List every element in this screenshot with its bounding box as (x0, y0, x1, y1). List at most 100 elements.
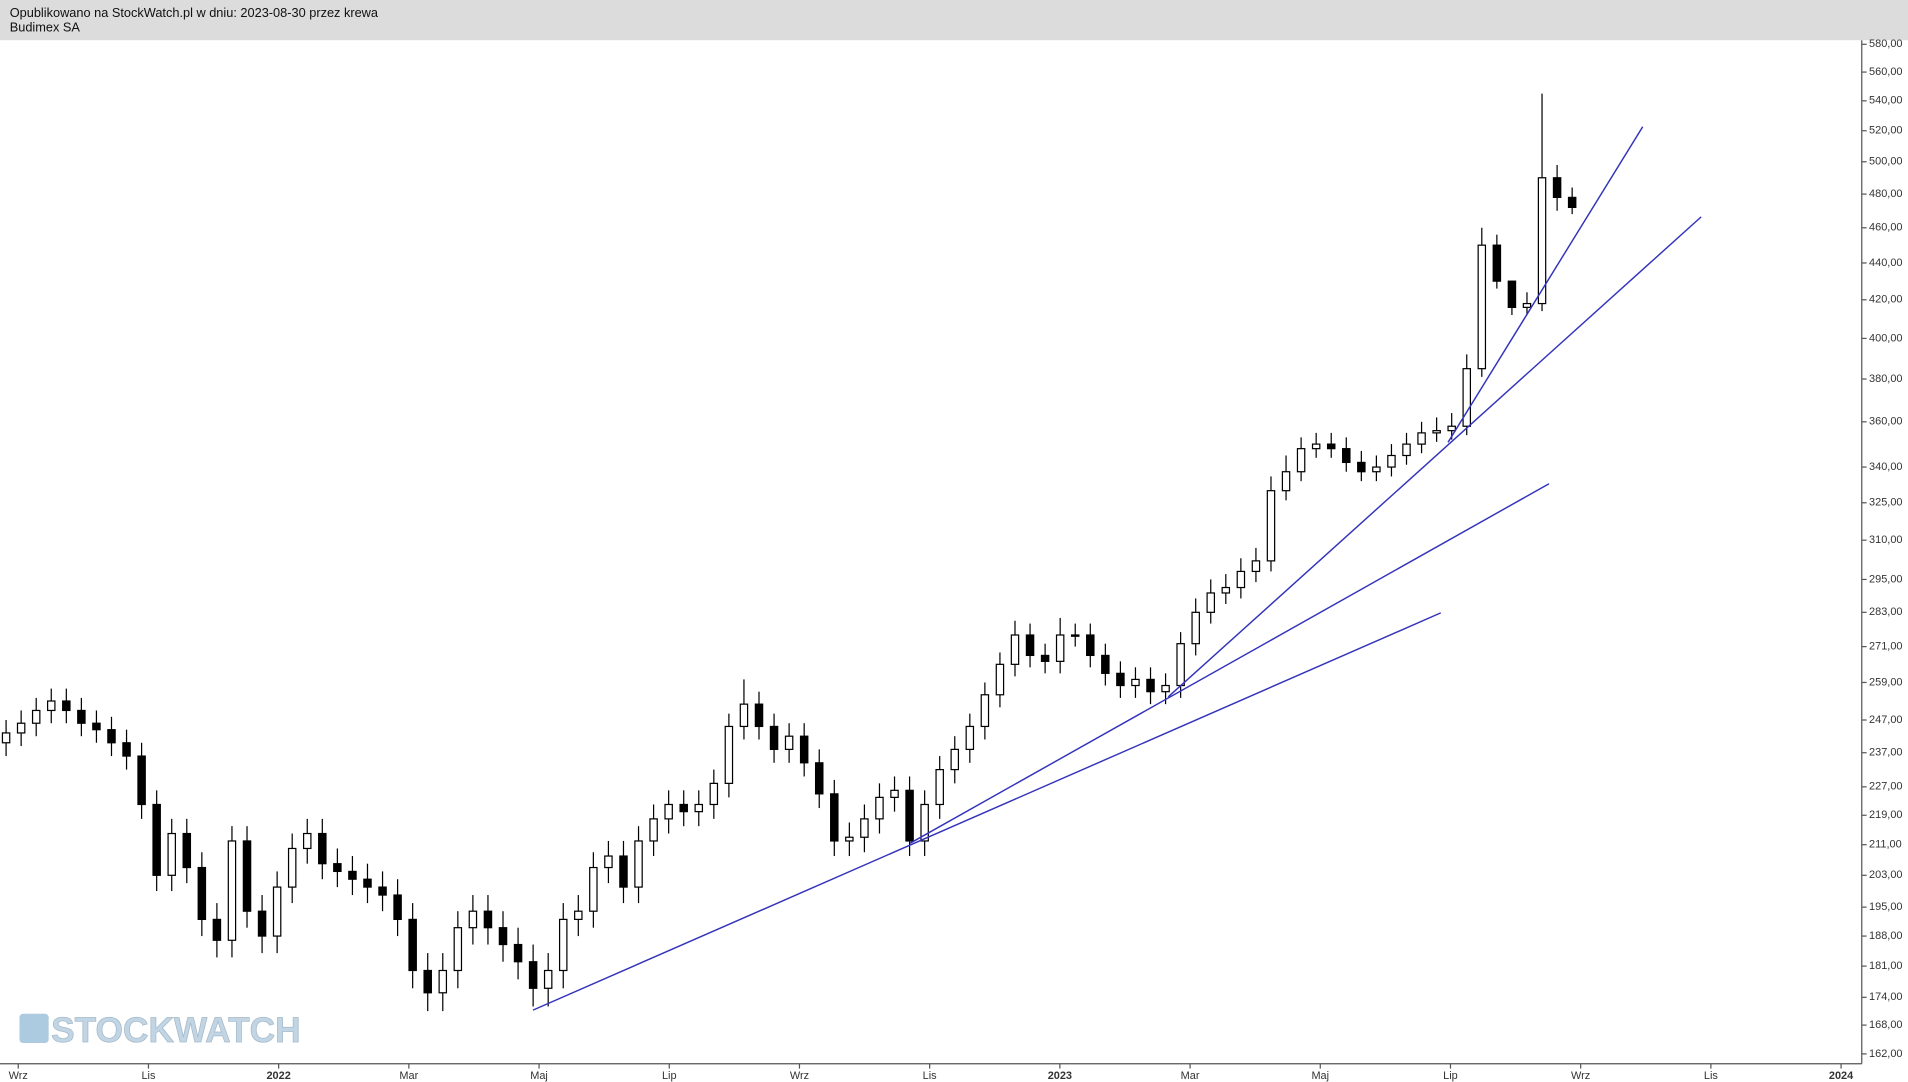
candle-body (62, 700, 71, 712)
candle-body (1236, 570, 1246, 589)
candle-body (980, 694, 990, 728)
header-bar (0, 0, 1908, 41)
y-tick-label: 259,00 (1869, 676, 1902, 688)
candle-body (1447, 425, 1456, 432)
candle-body (107, 729, 116, 744)
trendline (909, 483, 1550, 844)
x-tick-label: Mar (399, 1070, 418, 1082)
watermark-text: STOCKWATCH (51, 1011, 301, 1050)
candle-body (1, 732, 11, 744)
y-tick-label: 460,00 (1869, 222, 1902, 234)
y-tick-label: 162,00 (1869, 1048, 1902, 1060)
candle-body (408, 918, 417, 972)
y-tick-label: 310,00 (1869, 534, 1902, 546)
y-tick-label: 283,00 (1869, 606, 1902, 618)
trendlines (532, 126, 1702, 1011)
y-tick-label: 500,00 (1869, 156, 1902, 168)
candle-body (1432, 430, 1441, 434)
x-tick-label: Lip (662, 1070, 677, 1082)
y-tick-label: 560,00 (1869, 66, 1902, 78)
candle-body (1176, 643, 1185, 687)
candle-body (694, 803, 704, 813)
candle-body (483, 910, 493, 929)
y-tick-label: 295,00 (1869, 573, 1902, 585)
candle-body (1161, 684, 1170, 693)
candle-body (92, 722, 101, 731)
candle-body (679, 803, 688, 813)
candle-body (1070, 634, 1080, 637)
candle-body (799, 735, 809, 764)
candle-body (1296, 448, 1306, 473)
y-tick-label: 271,00 (1869, 640, 1902, 652)
y-tick-label: 219,00 (1869, 809, 1902, 821)
candle-body (995, 663, 1005, 696)
candle-body (649, 818, 658, 842)
candle-body (1326, 443, 1336, 450)
y-tick-label: 420,00 (1869, 294, 1902, 306)
candle-body (604, 855, 613, 869)
y-tick-label: 247,00 (1869, 714, 1902, 726)
candle-body (1567, 196, 1577, 209)
candle-body (363, 878, 372, 888)
y-tick-label: 400,00 (1869, 332, 1902, 344)
trendline (1447, 126, 1644, 443)
candle-body (543, 969, 553, 989)
y-tick-label: 325,00 (1869, 497, 1902, 509)
candle-body (378, 886, 387, 896)
candle-body (137, 755, 146, 806)
x-tick-label: Mar (1181, 1070, 1200, 1082)
candle-body (1537, 177, 1547, 305)
candle-body (1101, 654, 1110, 674)
candle-body (1462, 368, 1472, 427)
candle-body (197, 866, 207, 921)
candle-body (227, 840, 237, 941)
candle-body (242, 840, 252, 912)
candle-body (935, 768, 944, 806)
candle-body (47, 700, 56, 712)
y-tick-label: 540,00 (1869, 95, 1902, 107)
candle-body (528, 961, 538, 989)
candle-body (664, 803, 673, 820)
candle-body (1086, 634, 1095, 657)
y-tick-label: 203,00 (1869, 869, 1902, 881)
candle-body (302, 832, 312, 850)
x-tick-label: Lip (1443, 1070, 1458, 1082)
trendline (532, 612, 1442, 1011)
candle-body (1387, 454, 1396, 468)
candle-body (875, 796, 884, 820)
candle-body (814, 762, 824, 795)
candle-body (498, 927, 508, 946)
candle-body (272, 886, 282, 937)
y-tick-label: 580,00 (1869, 38, 1902, 50)
candle-body (1251, 560, 1261, 573)
y-tick-label: 188,00 (1869, 930, 1902, 942)
trendline (1167, 216, 1702, 698)
candle-body (905, 789, 914, 842)
x-tick-label: Lis (141, 1070, 156, 1082)
candle-body (152, 803, 161, 876)
candle-body (709, 782, 719, 806)
candle-body (830, 793, 839, 842)
y-tick-label: 195,00 (1869, 901, 1902, 913)
candle-body (287, 847, 297, 888)
candle-body (1311, 443, 1321, 450)
x-tick-label: Lis (923, 1070, 938, 1082)
candle-body (348, 870, 357, 880)
candle-body (1010, 634, 1020, 665)
watermark-icon (19, 1013, 49, 1044)
y-tick-label: 340,00 (1869, 461, 1902, 473)
candle-body (513, 943, 523, 963)
candle-body (769, 725, 779, 751)
y-tick-label: 168,00 (1869, 1019, 1902, 1031)
x-tick-label: 2023 (1048, 1070, 1072, 1082)
candle-body (634, 840, 643, 888)
candle-body (1357, 461, 1366, 473)
candle-body (318, 832, 327, 865)
candle-body (31, 709, 41, 724)
candles (1, 93, 1577, 1012)
x-tick-label: 2022 (266, 1070, 290, 1082)
candle-body (333, 863, 342, 873)
x-tick-label: Maj (1311, 1070, 1329, 1082)
candle-body (1040, 654, 1050, 662)
